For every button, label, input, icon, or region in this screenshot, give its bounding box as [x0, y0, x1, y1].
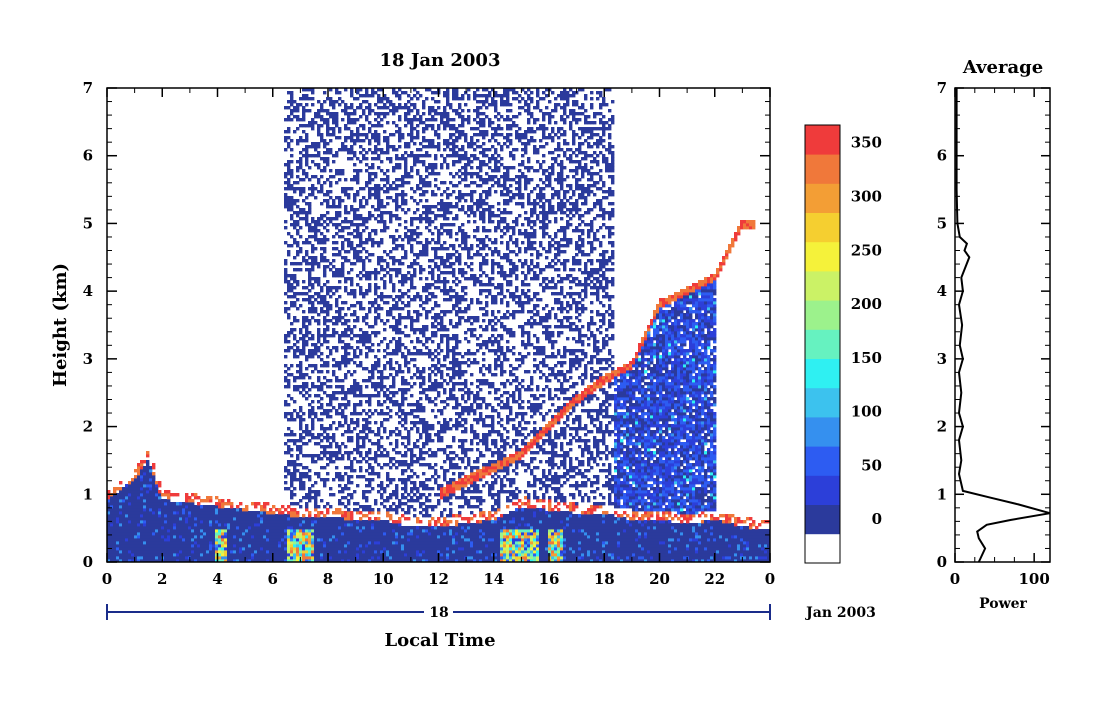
colorbar-label: 200	[851, 295, 882, 313]
side-y-tick-label: 5	[937, 214, 947, 232]
side-x-tick-label: 100	[1019, 570, 1050, 588]
side-plot-frame	[954, 87, 1051, 563]
colorbar-segment	[805, 271, 840, 301]
x-tick-label: 6	[268, 570, 278, 588]
y-axis-label: Height (km)	[50, 263, 71, 387]
x-tick-label: 0	[765, 570, 775, 588]
x-tick-label: 10	[373, 570, 394, 588]
x-tick-label: 14	[483, 570, 504, 588]
side-y-tick-label: 2	[937, 418, 947, 436]
y-tick-label: 0	[83, 553, 93, 571]
colorbar-segment	[805, 212, 840, 243]
colorbar-segment	[805, 475, 840, 505]
side-title: Average	[962, 57, 1043, 78]
colorbar-segment	[805, 241, 840, 272]
heatmap-plot-area	[107, 88, 771, 563]
day-label: 18	[429, 605, 448, 621]
x-axis-label: Local Time	[384, 630, 495, 651]
y-tick-label: 6	[83, 147, 93, 165]
y-tick-label: 3	[83, 350, 93, 368]
main-title: 18 Jan 2003	[380, 50, 501, 71]
day-bracket	[106, 604, 771, 620]
side-y-tick-label: 4	[937, 282, 947, 300]
colorbar-label: 250	[851, 241, 882, 259]
colorbar-label: 350	[851, 134, 882, 152]
colorbar-segment	[805, 358, 840, 389]
x-tick-label: 18	[594, 570, 615, 588]
y-tick-label: 4	[83, 282, 93, 300]
colorbar-segment	[805, 154, 840, 184]
colorbar-segment	[805, 183, 840, 213]
x-tick-label: 20	[649, 570, 670, 588]
y-tick-label: 2	[83, 418, 93, 436]
x-tick-label: 8	[323, 570, 333, 588]
side-y-tick-label: 7	[937, 79, 947, 97]
colorbar-segment	[805, 533, 840, 564]
x-tick-label: 2	[157, 570, 167, 588]
date-label: Jan 2003	[804, 605, 876, 621]
x-tick-label: 12	[428, 570, 449, 588]
colorbar-segment	[805, 300, 840, 330]
colorbar-segment	[805, 504, 840, 535]
side-y-tick-label: 3	[937, 350, 947, 368]
y-tick-label: 1	[83, 485, 93, 503]
side-y-tick-label: 0	[937, 553, 947, 571]
y-tick-label: 5	[83, 214, 93, 232]
colorbar-label: 150	[851, 349, 882, 367]
side-x-tick-label: 0	[950, 570, 960, 588]
average-power-profile	[955, 88, 1051, 563]
colorbar-segment	[805, 417, 840, 447]
colorbar-label: 50	[861, 456, 882, 474]
colorbar-segment	[805, 329, 840, 359]
colorbar-segment	[805, 125, 840, 155]
x-tick-label: 4	[212, 570, 222, 588]
x-tick-label: 16	[539, 570, 560, 588]
colorbar-label: 100	[851, 403, 882, 421]
colorbar-labels: 0 50 100 150 200 250 300 350	[851, 134, 882, 529]
side-axis-ticks: 0 1 2 3 4 5 6 7 0 100	[937, 79, 1050, 588]
colorbar-label: 300	[851, 188, 882, 206]
side-y-tick-label: 6	[937, 147, 947, 165]
side-y-tick-label: 1	[937, 485, 947, 503]
y-tick-label: 7	[83, 79, 93, 97]
colorbar-label: 0	[872, 510, 882, 528]
x-tick-label: 0	[102, 570, 112, 588]
x-tick-label: 22	[704, 570, 725, 588]
side-x-axis-label: Power	[979, 596, 1027, 612]
colorbar	[804, 124, 841, 564]
colorbar-segment	[805, 446, 840, 476]
colorbar-segment	[805, 387, 840, 418]
